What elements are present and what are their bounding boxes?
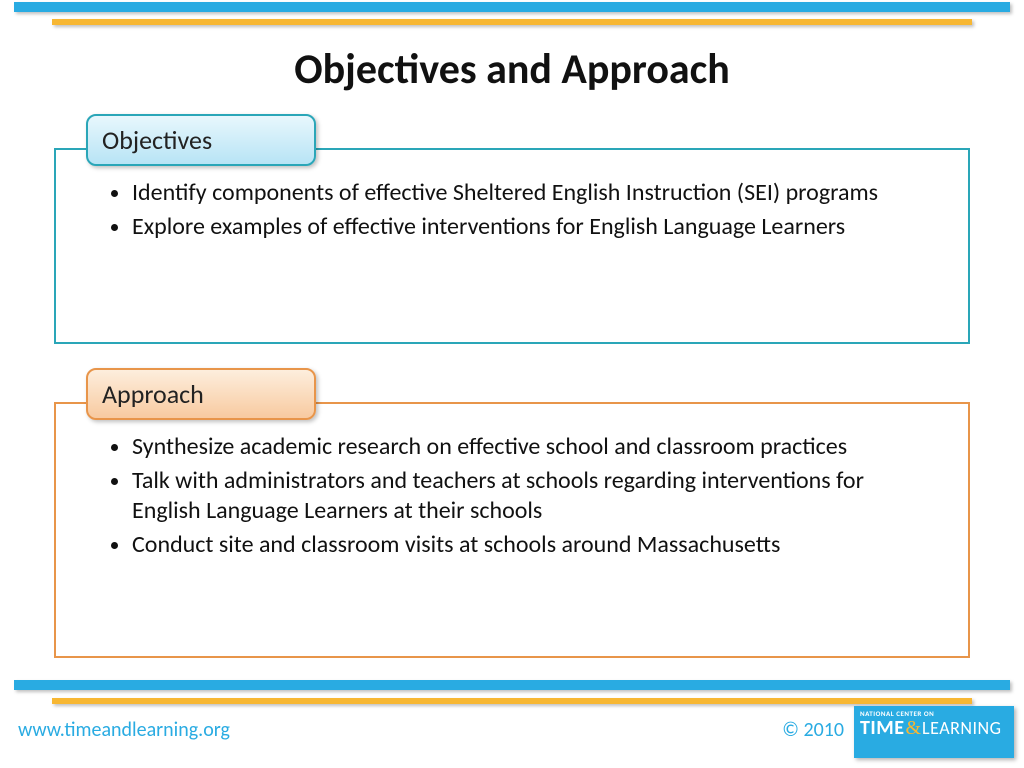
logo-ampersand-icon: & [904,717,922,739]
list-item: Identify components of effective Shelter… [132,178,932,208]
objectives-tab: Objectives [86,114,316,166]
list-item: Synthesize academic research on effectiv… [132,432,932,462]
approach-box: Approach Synthesize academic research on… [54,402,970,658]
footer-copyright: © 2010 [782,718,844,742]
list-item: Explore examples of effective interventi… [132,212,932,242]
footer-url: www.timeandlearning.org [18,718,230,742]
top-accent-bar-orange [52,19,972,25]
bottom-accent-bar-blue [14,680,1010,690]
objectives-tab-label: Objectives [102,124,212,156]
objectives-list: Identify components of effective Shelter… [108,178,932,246]
approach-tab-label: Approach [102,378,204,410]
logo-word-time: TIME [860,716,904,740]
list-item: Conduct site and classroom visits at sch… [132,530,932,560]
brand-logo: NATIONAL CENTER ON TIME&LEARNING [854,706,1014,758]
approach-tab: Approach [86,368,316,420]
logo-main: TIME&LEARNING [860,716,1008,740]
objectives-box: Objectives Identify components of effect… [54,148,970,344]
page-title: Objectives and Approach [0,44,1024,95]
slide: Objectives and Approach Objectives Ident… [0,0,1024,768]
approach-list: Synthesize academic research on effectiv… [108,432,932,564]
top-accent-bar-blue [14,2,1010,12]
bottom-accent-bar-orange [52,698,972,704]
list-item: Talk with administrators and teachers at… [132,466,932,526]
logo-word-learning: LEARNING [922,717,1001,739]
